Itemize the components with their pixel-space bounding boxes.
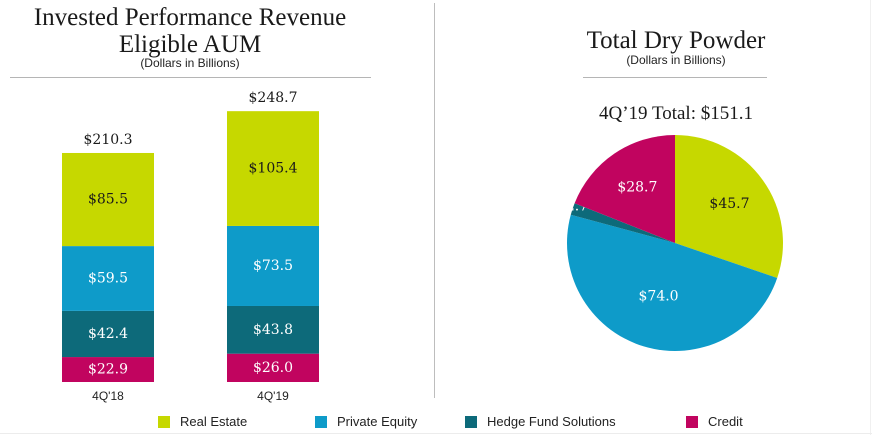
legend-label: Private Equity	[337, 414, 418, 429]
bar-total-label: $210.3	[84, 132, 133, 148]
legend-swatch-credit	[686, 415, 698, 428]
legend-item-hedge-fund-solutions: Hedge Fund Solutions	[465, 414, 616, 429]
bar-data-label: $42.4	[88, 326, 128, 342]
pie-chart-title: Total Dry Powder	[586, 27, 766, 54]
bar-data-label: $43.8	[253, 322, 293, 338]
bar-data-label: $73.5	[253, 258, 293, 274]
bar-segment-credit	[227, 353, 319, 382]
pie-slice-real-estate	[675, 135, 783, 278]
bar-data-label: $85.5	[88, 192, 128, 208]
bar-data-label: $26.0	[253, 360, 293, 376]
bar-segment-credit	[62, 357, 154, 382]
bar-chart-title-line2: Eligible AUM	[118, 31, 262, 58]
legend-label: Credit	[708, 414, 743, 429]
bar-segment-real-estate	[62, 152, 154, 247]
pie-slice-credit	[574, 135, 675, 243]
slide-edge-bottom	[0, 433, 872, 434]
legend-swatch-private-equity	[315, 415, 327, 428]
bar-chart-title-rule	[10, 77, 371, 78]
pie-chart-title-rule	[583, 77, 767, 78]
legend-item-credit: Credit	[686, 414, 743, 429]
pie-data-label: $28.7	[617, 180, 657, 196]
legend-item-private-equity: Private Equity	[315, 414, 417, 429]
bar-chart-subtitle: (Dollars in Billions)	[140, 56, 240, 70]
bar-segment-private-equity	[227, 225, 319, 306]
pie-slice-hedge-fund-solutions	[570, 203, 675, 243]
legend-swatch-hedge-fund-solutions	[465, 415, 477, 428]
legend-label: Hedge Fund Solutions	[487, 414, 616, 429]
bar-data-label: $22.9	[88, 362, 128, 378]
x-tick-label: 4Q'18	[92, 389, 124, 403]
legend-item-real-estate: Real Estate	[158, 414, 247, 429]
legend: Real Estate Private Equity Hedge Fund So…	[0, 414, 872, 432]
bar-segment-hedge-fund-solutions	[227, 305, 319, 354]
bar-chart-title-line1: Invested Performance Revenue	[33, 4, 347, 31]
pie-slice-private-equity	[566, 214, 778, 352]
bar-segment-real-estate	[227, 111, 319, 226]
bar-segment-private-equity	[62, 246, 154, 311]
bar-data-label: $59.5	[88, 270, 128, 286]
pie-total-label: 4Q’19 Total: $151.1	[598, 103, 753, 124]
panel-divider	[434, 3, 435, 398]
x-tick-label: 4Q'19	[257, 389, 289, 403]
legend-swatch-real-estate	[158, 415, 170, 428]
pie-data-label: $74.0	[639, 289, 679, 305]
bar-segment-hedge-fund-solutions	[62, 310, 154, 358]
bar-total-label: $248.7	[249, 90, 298, 106]
bar-data-label: $105.4	[249, 161, 298, 177]
pie-data-label: $45.7	[709, 196, 749, 212]
legend-label: Real Estate	[180, 414, 248, 429]
pie-chart-subtitle: (Dollars in Billions)	[626, 53, 726, 67]
slide-edge-right	[870, 0, 871, 435]
